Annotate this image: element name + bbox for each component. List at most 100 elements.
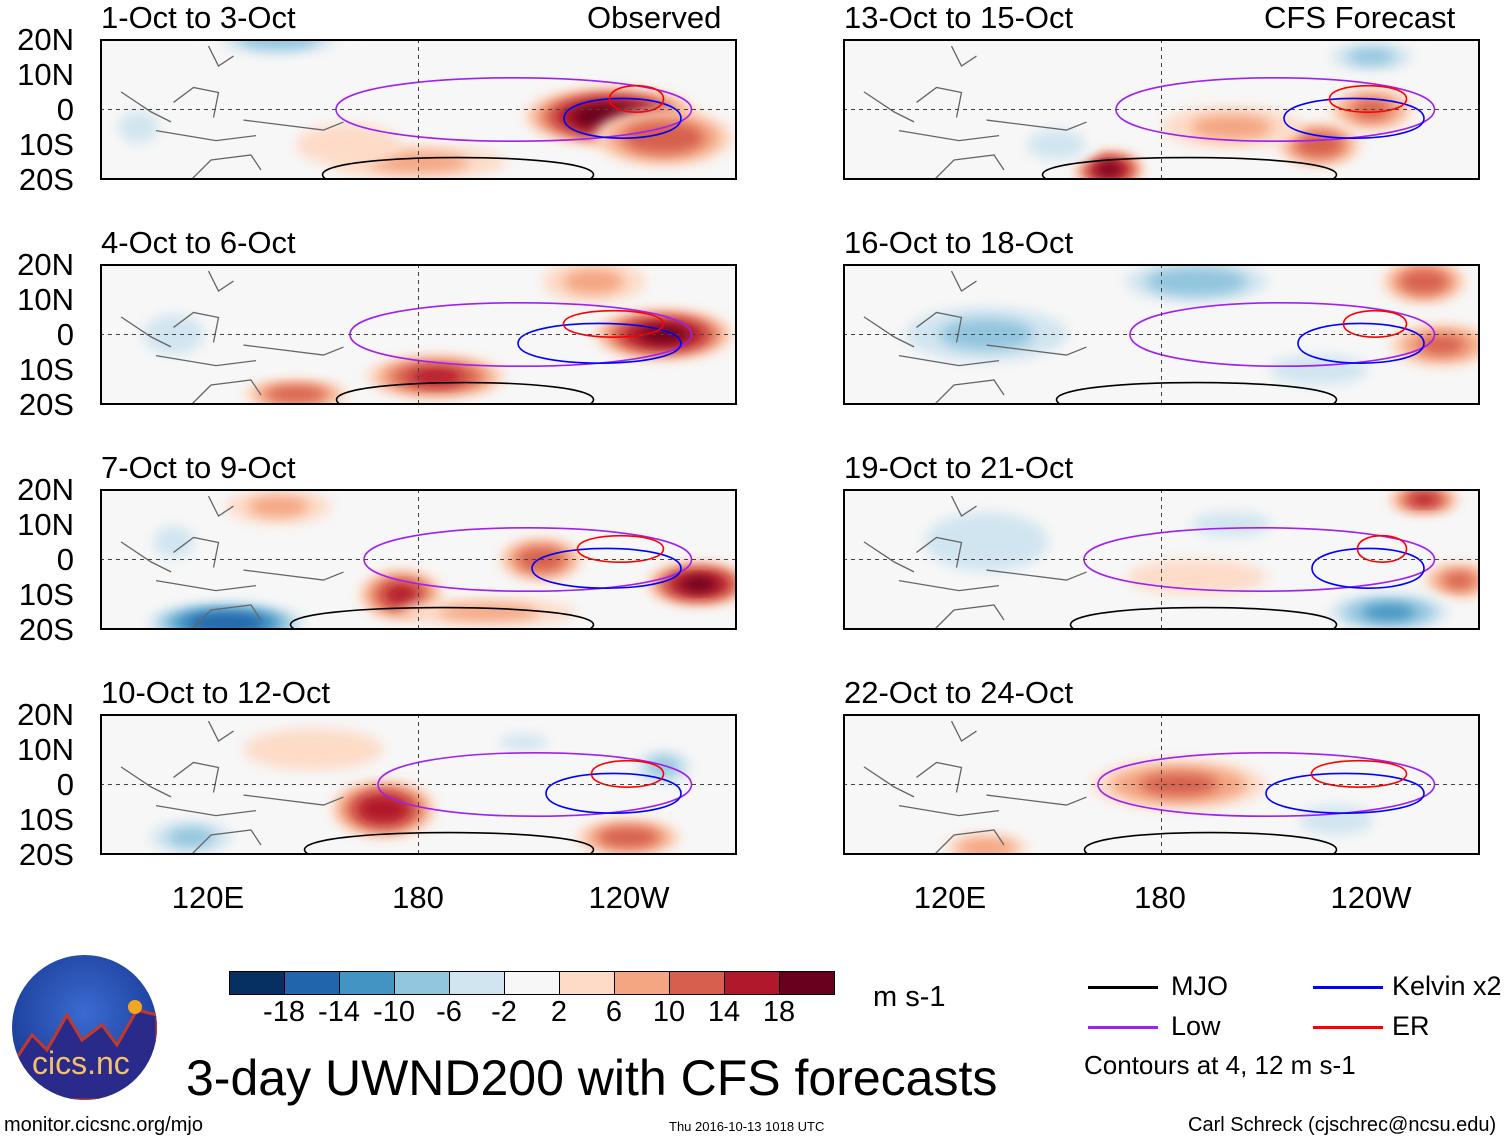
wind-anomaly-shading	[934, 46, 1039, 103]
panel-frame	[843, 489, 1480, 630]
lat-label: 10N	[17, 57, 74, 92]
wind-anomaly-shading	[939, 318, 1034, 351]
colorbar-tick: 6	[605, 996, 623, 1028]
kelvin-contour	[531, 547, 682, 589]
logo-mountains-icon	[12, 1000, 157, 1100]
legend-low-label: Low	[1171, 1011, 1221, 1041]
wind-anomaly-shading	[1026, 129, 1087, 160]
wind-anomaly-shading	[1389, 721, 1480, 778]
wind-anomaly-shading	[647, 757, 680, 777]
figure-title: 3-day UWND200 with CFS forecasts	[186, 1050, 998, 1106]
lat-label: 20N	[17, 247, 74, 282]
legend-mjo-line	[1088, 986, 1158, 989]
contour-note: Contours at 4, 12 m s-1	[1084, 1050, 1356, 1080]
wind-anomaly-shading	[385, 585, 417, 605]
kelvin-contour	[1297, 322, 1425, 364]
wind-anomaly-shading	[1191, 115, 1272, 140]
panel-frame	[843, 264, 1480, 405]
coastline	[863, 720, 1087, 855]
colorbar	[229, 971, 835, 995]
panel-title: 22-Oct to 24-Oct	[844, 675, 1074, 710]
mjo-contour	[289, 606, 595, 630]
kelvin-contour	[1265, 772, 1425, 814]
mjo-contour	[321, 156, 595, 180]
wind-anomaly-shading	[924, 512, 1049, 572]
footer-url[interactable]: monitor.cicsnc.org/mjo	[4, 1114, 203, 1136]
lat-label: 10S	[18, 577, 74, 612]
er-contour	[576, 534, 665, 563]
lat-label: 0	[56, 92, 74, 127]
lon-label-left-120e: 120E	[171, 880, 245, 915]
wind-anomaly-shading	[956, 838, 1017, 855]
lat-label: 20S	[18, 162, 74, 197]
colorbar-bin	[780, 972, 834, 994]
colorbar-tick: 10	[652, 996, 686, 1028]
wind-anomaly-shading	[1039, 348, 1144, 391]
wind-anomaly-shading	[1294, 132, 1344, 157]
wind-anomaly-shading	[1097, 163, 1121, 176]
kelvin-contour	[545, 772, 682, 814]
legend-er-label: ER	[1392, 1011, 1430, 1041]
panel-frame	[843, 714, 1480, 855]
wind-anomaly-shading	[563, 269, 624, 294]
map-panel	[100, 264, 737, 405]
coastline	[120, 45, 344, 180]
lon-label-right-180: 180	[1134, 880, 1186, 915]
lon-label-left-120w: 120W	[588, 880, 670, 915]
low-contour	[1083, 527, 1436, 592]
lat-label: 0	[56, 542, 74, 577]
wind-anomaly-shading	[681, 577, 716, 592]
wind-anomaly-shading	[167, 827, 215, 847]
low-contour	[335, 77, 693, 142]
colorbar-bin	[230, 972, 285, 994]
lat-label: 10N	[17, 507, 74, 542]
wind-anomaly-shading	[1418, 335, 1465, 355]
panel-frame	[100, 714, 737, 855]
map-panel	[843, 264, 1480, 405]
wind-anomaly-shading	[1348, 48, 1395, 65]
logo: cics.nc	[12, 955, 157, 1100]
wind-anomaly-shading	[357, 795, 410, 824]
coastline	[863, 270, 1087, 405]
lat-label: 20N	[17, 697, 74, 732]
footer-timestamp: Thu 2016-10-13 1018 UTC	[669, 1119, 825, 1134]
map-panel	[100, 714, 737, 855]
lat-label: 20S	[18, 837, 74, 872]
colorbar-bin	[450, 972, 505, 994]
lat-label: 0	[56, 317, 74, 352]
wind-anomaly-shading	[409, 368, 463, 385]
lon-label-right-120e: 120E	[913, 880, 987, 915]
map-panel	[843, 39, 1480, 180]
panel-frame	[100, 39, 737, 180]
panel-title: 16-Oct to 18-Oct	[844, 225, 1074, 260]
mjo-contour	[335, 381, 595, 405]
kelvin-contour	[1283, 97, 1425, 139]
lat-label: 20N	[17, 22, 74, 57]
wind-anomaly-shading	[243, 728, 384, 771]
colorbar-bin	[615, 972, 670, 994]
colorbar-bin	[395, 972, 450, 994]
map-panel	[100, 39, 737, 180]
observed-label: Observed	[587, 0, 722, 35]
colorbar-tick: -18	[263, 996, 305, 1028]
colorbar-tick: -6	[436, 996, 462, 1028]
wind-anomaly-shading	[1443, 572, 1475, 589]
colorbar-bin	[670, 972, 725, 994]
map-panel	[843, 714, 1480, 855]
mjo-contour	[1041, 156, 1338, 180]
wind-anomaly-shading	[186, 613, 266, 630]
wind-anomaly-shading	[265, 386, 327, 403]
colorbar-bin	[505, 972, 560, 994]
legend-er-line	[1313, 1026, 1383, 1029]
panel-title: 1-Oct to 3-Oct	[101, 0, 296, 35]
mjo-contour	[303, 831, 595, 855]
wind-anomaly-shading	[296, 123, 401, 166]
lat-label: 10S	[18, 127, 74, 162]
lat-label: 10S	[18, 802, 74, 837]
forecast-label: CFS Forecast	[1264, 0, 1456, 35]
panel-frame	[100, 264, 737, 405]
colorbar-tick: 2	[550, 996, 568, 1028]
coastline	[863, 45, 1087, 180]
wind-anomaly-shading	[881, 731, 1057, 802]
